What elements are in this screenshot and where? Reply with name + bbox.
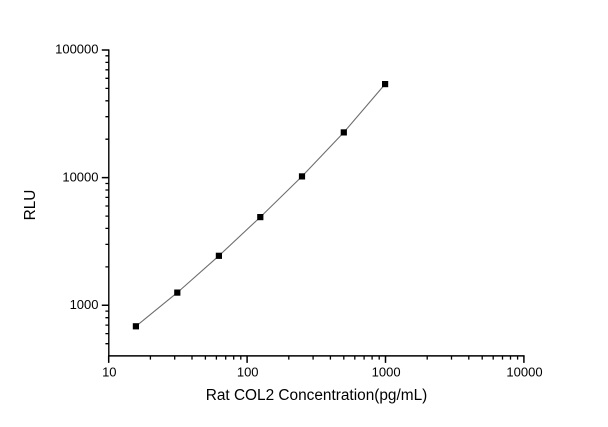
svg-text:Rat COL2 Concentration(pg/mL): Rat COL2 Concentration(pg/mL) bbox=[206, 387, 428, 404]
svg-text:100: 100 bbox=[237, 364, 259, 379]
svg-text:RLU: RLU bbox=[22, 190, 39, 221]
svg-text:100000: 100000 bbox=[55, 42, 98, 57]
svg-text:1000: 1000 bbox=[70, 297, 99, 312]
svg-text:10: 10 bbox=[102, 364, 116, 379]
svg-text:1000: 1000 bbox=[372, 364, 401, 379]
svg-text:10000: 10000 bbox=[62, 169, 98, 184]
svg-text:10000: 10000 bbox=[506, 364, 542, 379]
